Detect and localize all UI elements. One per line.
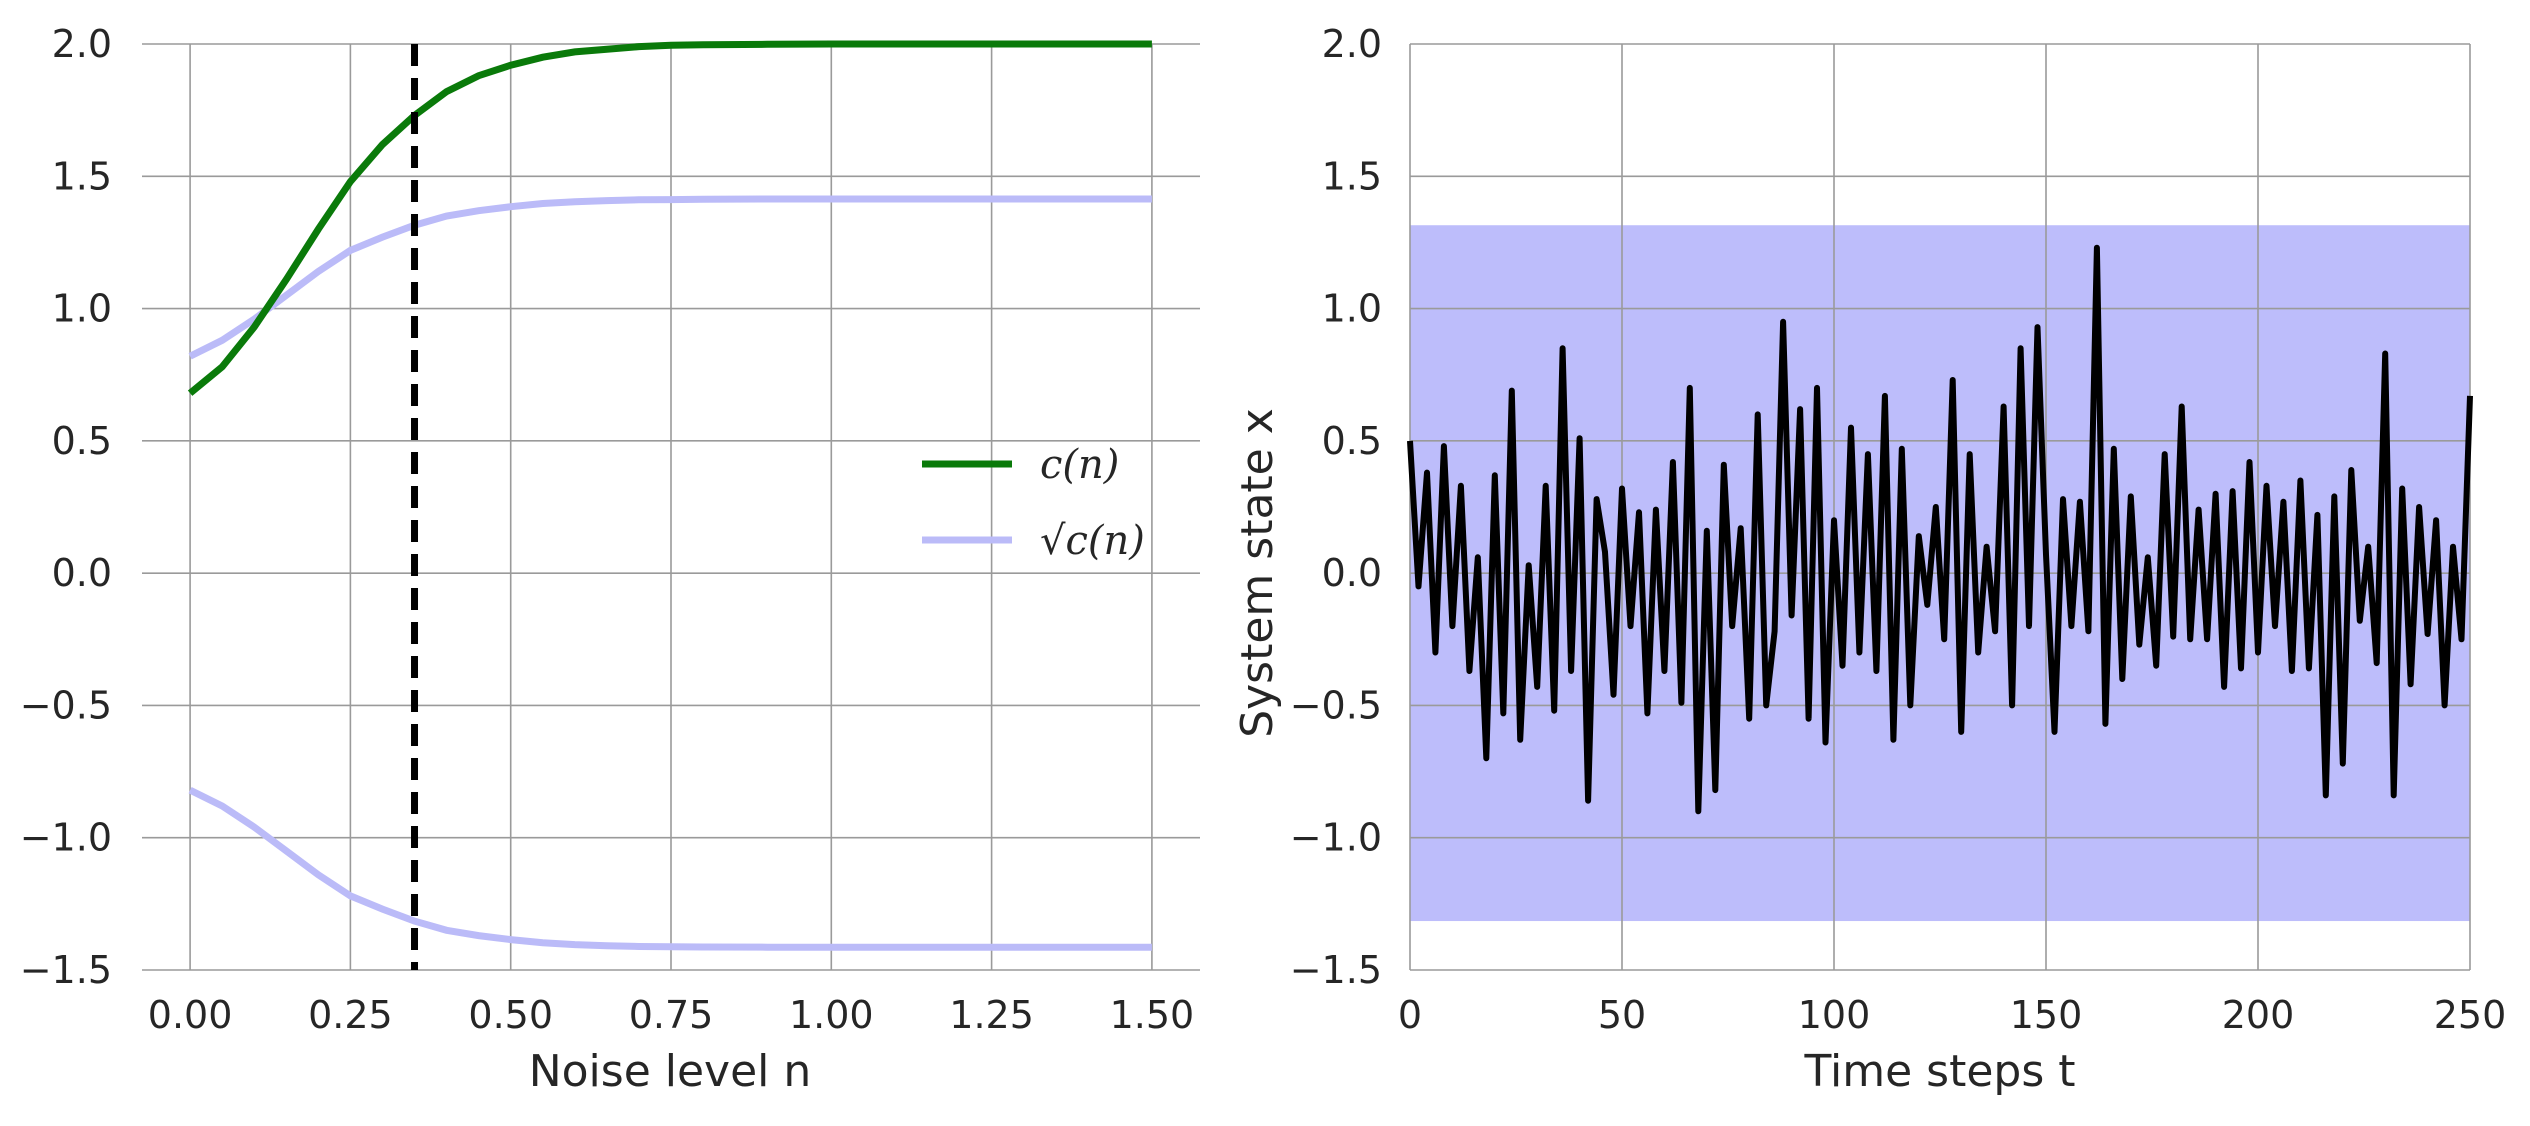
left-x-tick-label: 1.00 <box>789 993 874 1037</box>
legend-sqrt-label: √c(n) <box>1040 518 1145 564</box>
right-panel: 2.0 1.5 1.0 0.5 0.0 −0.5 −1.0 −1.5 0 50 100 150 200… <box>1232 22 2506 1097</box>
left-x-tick-label: 0.75 <box>629 993 714 1037</box>
right-x-axis-label: Time steps t <box>1803 1046 2075 1097</box>
right-y-tick-label: −0.5 <box>1290 683 1382 727</box>
right-x-tick-label: 100 <box>1798 993 1871 1037</box>
right-y-tick-label: 1.5 <box>1322 154 1382 198</box>
left-x-tick-label: 1.50 <box>1110 993 1195 1037</box>
right-y-tick-label: 0.0 <box>1322 551 1382 595</box>
left-y-tick-labels: 2.0 1.5 1.0 0.5 0.0 −0.5 −1.0 −1.5 <box>20 22 112 992</box>
right-y-tick-label: −1.0 <box>1290 816 1382 860</box>
right-x-tick-labels: 0 50 100 150 200 250 <box>1398 993 2506 1037</box>
left-y-tick-label: 0.5 <box>52 419 112 463</box>
left-y-tick-label: 0.0 <box>52 551 112 595</box>
left-x-tick-label: 1.25 <box>949 993 1034 1037</box>
left-x-tick-label: 0.00 <box>148 993 233 1037</box>
left-y-tick-label: 1.5 <box>52 154 112 198</box>
right-y-tick-label: 1.0 <box>1322 287 1382 331</box>
right-x-tick-label: 50 <box>1598 993 1646 1037</box>
right-x-tick-label: 150 <box>2010 993 2083 1037</box>
legend: c(n) √c(n) <box>922 442 1145 564</box>
system-state-trajectory <box>1407 244 2473 815</box>
sqrt-c-upper-line <box>188 195 1152 360</box>
right-x-tick-label: 200 <box>2222 993 2295 1037</box>
left-x-tick-label: 0.50 <box>468 993 553 1037</box>
left-y-tick-label: 1.0 <box>52 287 112 331</box>
left-y-tick-label: −1.5 <box>20 948 112 992</box>
left-y-tick-label: −1.0 <box>20 816 112 860</box>
right-y-tick-labels: 2.0 1.5 1.0 0.5 0.0 −0.5 −1.0 −1.5 <box>1290 22 1382 992</box>
sqrt-c-lower-line <box>188 786 1152 951</box>
right-x-tick-label: 0 <box>1398 993 1422 1037</box>
left-y-tick-label: −0.5 <box>20 683 112 727</box>
c-n-line <box>187 40 1152 396</box>
right-y-tick-label: 2.0 <box>1322 22 1382 66</box>
left-y-tick-label: 2.0 <box>52 22 112 66</box>
right-plot-area <box>1407 244 2473 815</box>
right-y-axis-label: System state x <box>1232 408 1283 738</box>
left-plot-area <box>187 40 1152 970</box>
left-x-tick-label: 0.25 <box>308 993 393 1037</box>
left-gridlines <box>142 43 1200 971</box>
left-x-axis-label: Noise level n <box>529 1046 812 1097</box>
right-y-tick-label: 0.5 <box>1322 419 1382 463</box>
right-x-tick-label: 250 <box>2434 993 2507 1037</box>
right-y-tick-label: −1.5 <box>1290 948 1382 992</box>
left-panel: 2.0 1.5 1.0 0.5 0.0 −0.5 −1.0 −1.5 0.00 0.25 0.50… <box>20 22 1200 1097</box>
legend-c-label: c(n) <box>1040 442 1119 488</box>
left-x-tick-labels: 0.00 0.25 0.50 0.75 1.00 1.25 1.50 <box>148 993 1194 1037</box>
